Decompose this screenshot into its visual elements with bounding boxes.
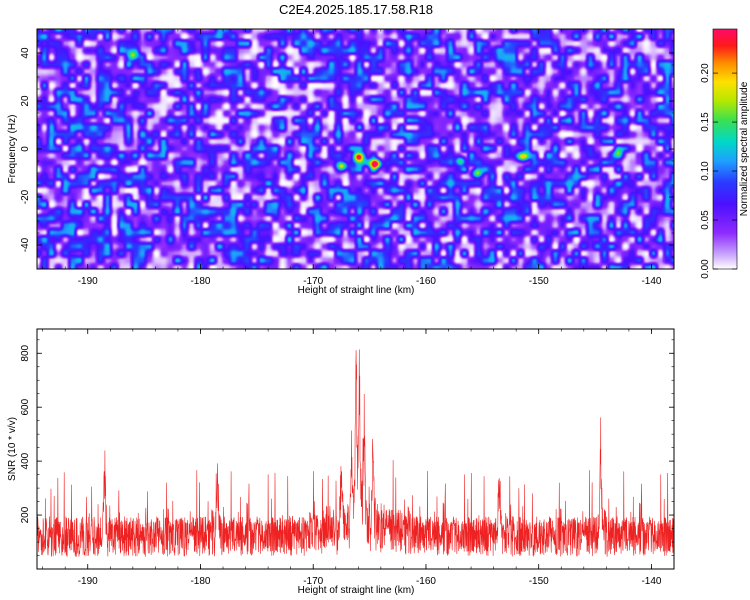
heatmap-panel: -190 -180 -170 -160 -150 -140 -40 -20 0 20 40 Hei… — [7, 28, 675, 296]
y-tick-label: 400 — [20, 452, 31, 469]
colorbar-tick-label: 0.10 — [700, 161, 711, 181]
heatmap-image — [37, 29, 674, 269]
snr-x-axis: -190 -180 -170 -160 -150 -140 — [42, 329, 675, 587]
y-tick-label: -40 — [20, 237, 31, 252]
y-tick-label: 600 — [20, 398, 31, 415]
colorbar-gradient — [713, 29, 737, 269]
snr-y-axis-label: SNR (10 * v/v) — [7, 417, 18, 481]
heatmap-x-axis-label: Height of straight line (km) — [298, 285, 415, 296]
colorbar-frame — [712, 28, 738, 270]
colorbar-tick-label: 0.20 — [700, 63, 711, 83]
x-tick-label: -160 — [416, 276, 436, 287]
heatmap-frame — [36, 28, 675, 270]
colorbar-label: Normalized spectral amplitude — [739, 81, 750, 216]
snr-series — [37, 349, 674, 558]
snr-x-axis-label: Height of straight line (km) — [298, 585, 415, 596]
y-tick-label: 0 — [20, 146, 31, 152]
heatmap-x-axis: -190 -180 -170 -160 -150 -140 — [42, 29, 675, 287]
x-tick-label: -190 — [78, 276, 98, 287]
x-tick-label: -140 — [641, 576, 661, 587]
y-tick-label: 40 — [20, 47, 31, 59]
colorbar-tick-label: 0.05 — [700, 210, 711, 230]
x-tick-label: -150 — [529, 276, 549, 287]
colorbar-tick-label: 0.00 — [700, 259, 711, 279]
snr-y-axis: 200 400 600 800 — [20, 339, 674, 570]
x-tick-label: -170 — [303, 276, 323, 287]
x-tick-label: -140 — [641, 276, 661, 287]
y-tick-label: 20 — [20, 95, 31, 107]
y-tick-label: 200 — [20, 506, 31, 523]
heatmap-raster — [37, 29, 674, 269]
x-tick-label: -190 — [78, 576, 98, 587]
y-tick-label: -20 — [20, 189, 31, 204]
colorbar: 0.00 0.05 0.10 0.15 0.20 Normalized spectral… — [700, 28, 750, 279]
y-tick-label: 800 — [20, 344, 31, 361]
x-tick-label: -170 — [303, 576, 323, 587]
x-tick-label: -180 — [190, 276, 210, 287]
x-tick-label: -150 — [529, 576, 549, 587]
heatmap-y-axis: -40 -20 0 20 40 — [20, 28, 674, 270]
colorbar-ticks: 0.00 0.05 0.10 0.15 0.20 — [700, 63, 737, 279]
x-tick-label: -180 — [190, 576, 210, 587]
snr-frame — [36, 328, 675, 570]
colorbar-tick-label: 0.15 — [700, 112, 711, 132]
snr-panel: -190 -180 -170 -160 -150 -140 200 400 600 800 He… — [7, 328, 675, 596]
figure-title: C2E4.2025.185.17.58.R18 — [279, 2, 433, 17]
x-tick-label: -160 — [416, 576, 436, 587]
heatmap-y-axis-label: Frequency (Hz) — [7, 115, 18, 184]
snr-series-line — [37, 349, 674, 558]
